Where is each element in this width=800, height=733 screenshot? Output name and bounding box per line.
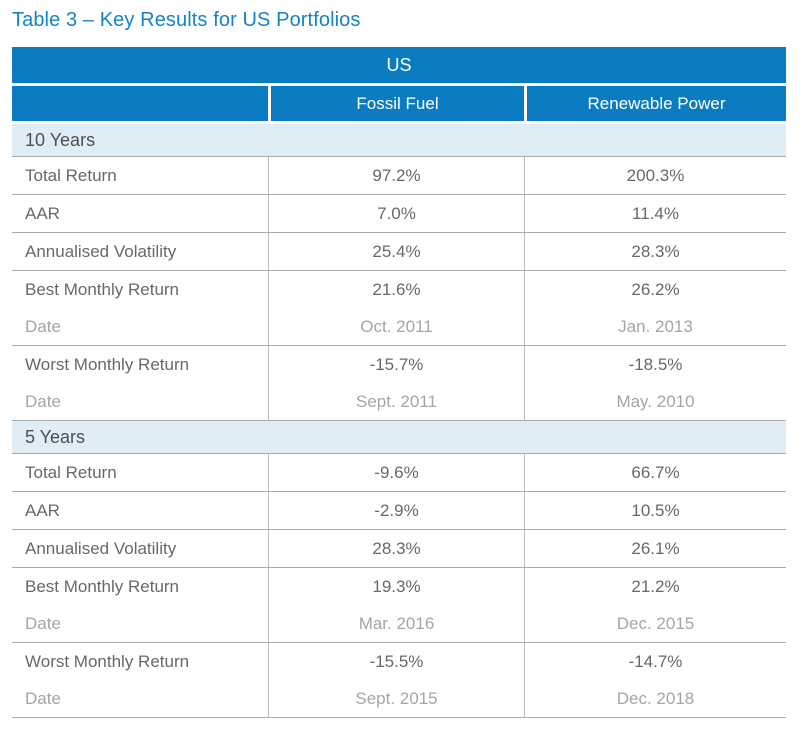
table-caption: Table 3 – Key Results for US Portfolios — [12, 9, 361, 31]
cell-fossil-fuel: 19.3% — [268, 568, 524, 605]
date-row-label: Date — [25, 391, 61, 411]
table-row-group: Best Monthly Return 19.3% 21.2% Date Mar… — [12, 568, 786, 643]
table-column-header-row: Fossil Fuel Renewable Power — [12, 86, 786, 121]
table-row: Annualised Volatility 25.4% 28.3% — [12, 233, 786, 271]
cell-fossil-fuel: 97.2% — [268, 157, 524, 194]
table-row: Total Return -9.6% 66.7% — [12, 454, 786, 492]
row-label: AAR — [25, 500, 60, 520]
cell-renewable-power: -18.5% — [524, 346, 786, 383]
cell-renewable-power: 26.1% — [524, 530, 786, 567]
table-row: AAR 7.0% 11.4% — [12, 195, 786, 233]
table-row-group: Worst Monthly Return -15.5% -14.7% Date … — [12, 643, 786, 718]
cell-renewable-power: 10.5% — [524, 492, 786, 529]
date-row-label: Date — [25, 613, 61, 633]
column-header-renewable-power: Renewable Power — [524, 86, 786, 121]
cell-fossil-fuel: -9.6% — [268, 454, 524, 491]
row-label: Annualised Volatility — [25, 241, 177, 261]
cell-fossil-fuel-date: Oct. 2011 — [268, 308, 524, 345]
table-row: Annualised Volatility 28.3% 26.1% — [12, 530, 786, 568]
cell-renewable-power: 66.7% — [524, 454, 786, 491]
column-header-fossil-fuel: Fossil Fuel — [268, 86, 524, 121]
cell-renewable-power-date: Dec. 2015 — [524, 605, 786, 642]
section-header-label: 5 Years — [25, 426, 86, 447]
cell-fossil-fuel: 25.4% — [268, 233, 524, 270]
region-header-label: US — [386, 54, 412, 75]
cell-renewable-power-date: Dec. 2018 — [524, 680, 786, 717]
cell-fossil-fuel: -15.7% — [268, 346, 524, 383]
cell-fossil-fuel: -15.5% — [268, 643, 524, 680]
date-row-label: Date — [25, 688, 61, 708]
cell-fossil-fuel: 28.3% — [268, 530, 524, 567]
cell-renewable-power: 26.2% — [524, 271, 786, 308]
cell-fossil-fuel-date: Sept. 2015 — [268, 680, 524, 717]
row-label: Annualised Volatility — [25, 538, 177, 558]
cell-fossil-fuel-date: Mar. 2016 — [268, 605, 524, 642]
section-header-5-years: 5 Years — [12, 421, 786, 454]
section-header-10-years: 10 Years — [12, 124, 786, 157]
cell-renewable-power: 200.3% — [524, 157, 786, 194]
table-row: AAR -2.9% 10.5% — [12, 492, 786, 530]
key-results-table: US Fossil Fuel Renewable Power 10 Years … — [12, 47, 786, 718]
cell-renewable-power-date: May. 2010 — [524, 383, 786, 420]
cell-renewable-power: -14.7% — [524, 643, 786, 680]
table-row: Total Return 97.2% 200.3% — [12, 157, 786, 195]
cell-fossil-fuel: 7.0% — [268, 195, 524, 232]
row-label: AAR — [25, 203, 60, 223]
cell-fossil-fuel: -2.9% — [268, 492, 524, 529]
date-row-label: Date — [25, 316, 61, 336]
cell-renewable-power: 28.3% — [524, 233, 786, 270]
row-label: Total Return — [25, 165, 117, 185]
column-header-empty — [12, 86, 268, 121]
table-row-group: Worst Monthly Return -15.7% -18.5% Date … — [12, 346, 786, 421]
table-row-group: Best Monthly Return 21.6% 26.2% Date Oct… — [12, 271, 786, 346]
cell-renewable-power: 21.2% — [524, 568, 786, 605]
row-label: Best Monthly Return — [25, 576, 180, 596]
cell-fossil-fuel-date: Sept. 2011 — [268, 383, 524, 420]
row-label: Worst Monthly Return — [25, 354, 190, 374]
section-header-label: 10 Years — [25, 129, 96, 150]
cell-fossil-fuel: 21.6% — [268, 271, 524, 308]
table-region-header: US — [12, 47, 786, 83]
cell-renewable-power-date: Jan. 2013 — [524, 308, 786, 345]
row-label: Total Return — [25, 462, 117, 482]
cell-renewable-power: 11.4% — [524, 195, 786, 232]
row-label: Best Monthly Return — [25, 279, 180, 299]
row-label: Worst Monthly Return — [25, 651, 190, 671]
